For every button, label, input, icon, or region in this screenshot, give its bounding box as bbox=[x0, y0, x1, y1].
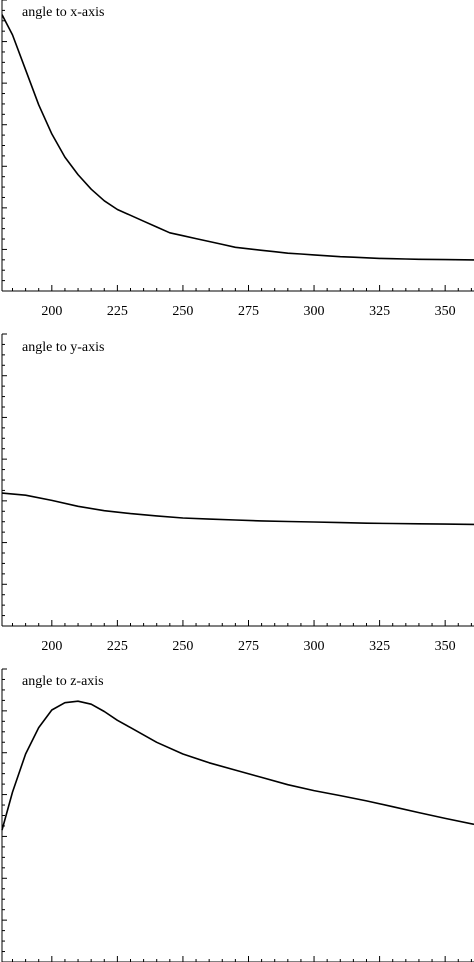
x-tick-label-225: 225 bbox=[107, 639, 128, 654]
x-tick-label-275: 275 bbox=[238, 304, 259, 319]
x-ticks bbox=[11, 620, 472, 626]
x-tick-label-350: 350 bbox=[435, 304, 456, 319]
panel-angle-x: angle to x-axis 200 225 250 275 300 325 … bbox=[1, 0, 474, 319]
x-tick-labels: 200 225 250 275 300 325 350 bbox=[41, 639, 455, 654]
series-line bbox=[1, 14, 474, 261]
panel-angle-z: angle to z-axis bbox=[1, 668, 474, 962]
series-line bbox=[1, 492, 474, 526]
x-tick-label-350: 350 bbox=[435, 639, 456, 654]
panel-angle-y: angle to y-axis 200 225 250 275 300 325 … bbox=[1, 333, 474, 654]
x-tick-label-200: 200 bbox=[41, 639, 62, 654]
x-ticks bbox=[11, 956, 472, 962]
y-ticks bbox=[2, 0, 7, 292]
axes bbox=[1, 334, 474, 627]
x-tick-labels: 200 225 250 275 300 325 350 bbox=[41, 304, 455, 319]
chart-title-x: angle to x-axis bbox=[22, 5, 104, 20]
x-tick-label-200: 200 bbox=[41, 304, 62, 319]
series-line bbox=[1, 700, 474, 831]
x-tick-label-325: 325 bbox=[369, 639, 390, 654]
y-ticks bbox=[2, 333, 7, 627]
chart-title-y: angle to y-axis bbox=[22, 340, 104, 355]
x-tick-label-275: 275 bbox=[238, 639, 259, 654]
x-tick-label-250: 250 bbox=[172, 304, 193, 319]
x-ticks bbox=[11, 285, 472, 291]
y-ticks bbox=[2, 668, 7, 962]
axes bbox=[1, 669, 474, 962]
x-tick-label-300: 300 bbox=[304, 639, 325, 654]
x-tick-label-225: 225 bbox=[107, 304, 128, 319]
x-tick-label-325: 325 bbox=[369, 304, 390, 319]
x-tick-label-300: 300 bbox=[304, 304, 325, 319]
chart-title-z: angle to z-axis bbox=[22, 674, 104, 689]
x-tick-label-250: 250 bbox=[172, 639, 193, 654]
